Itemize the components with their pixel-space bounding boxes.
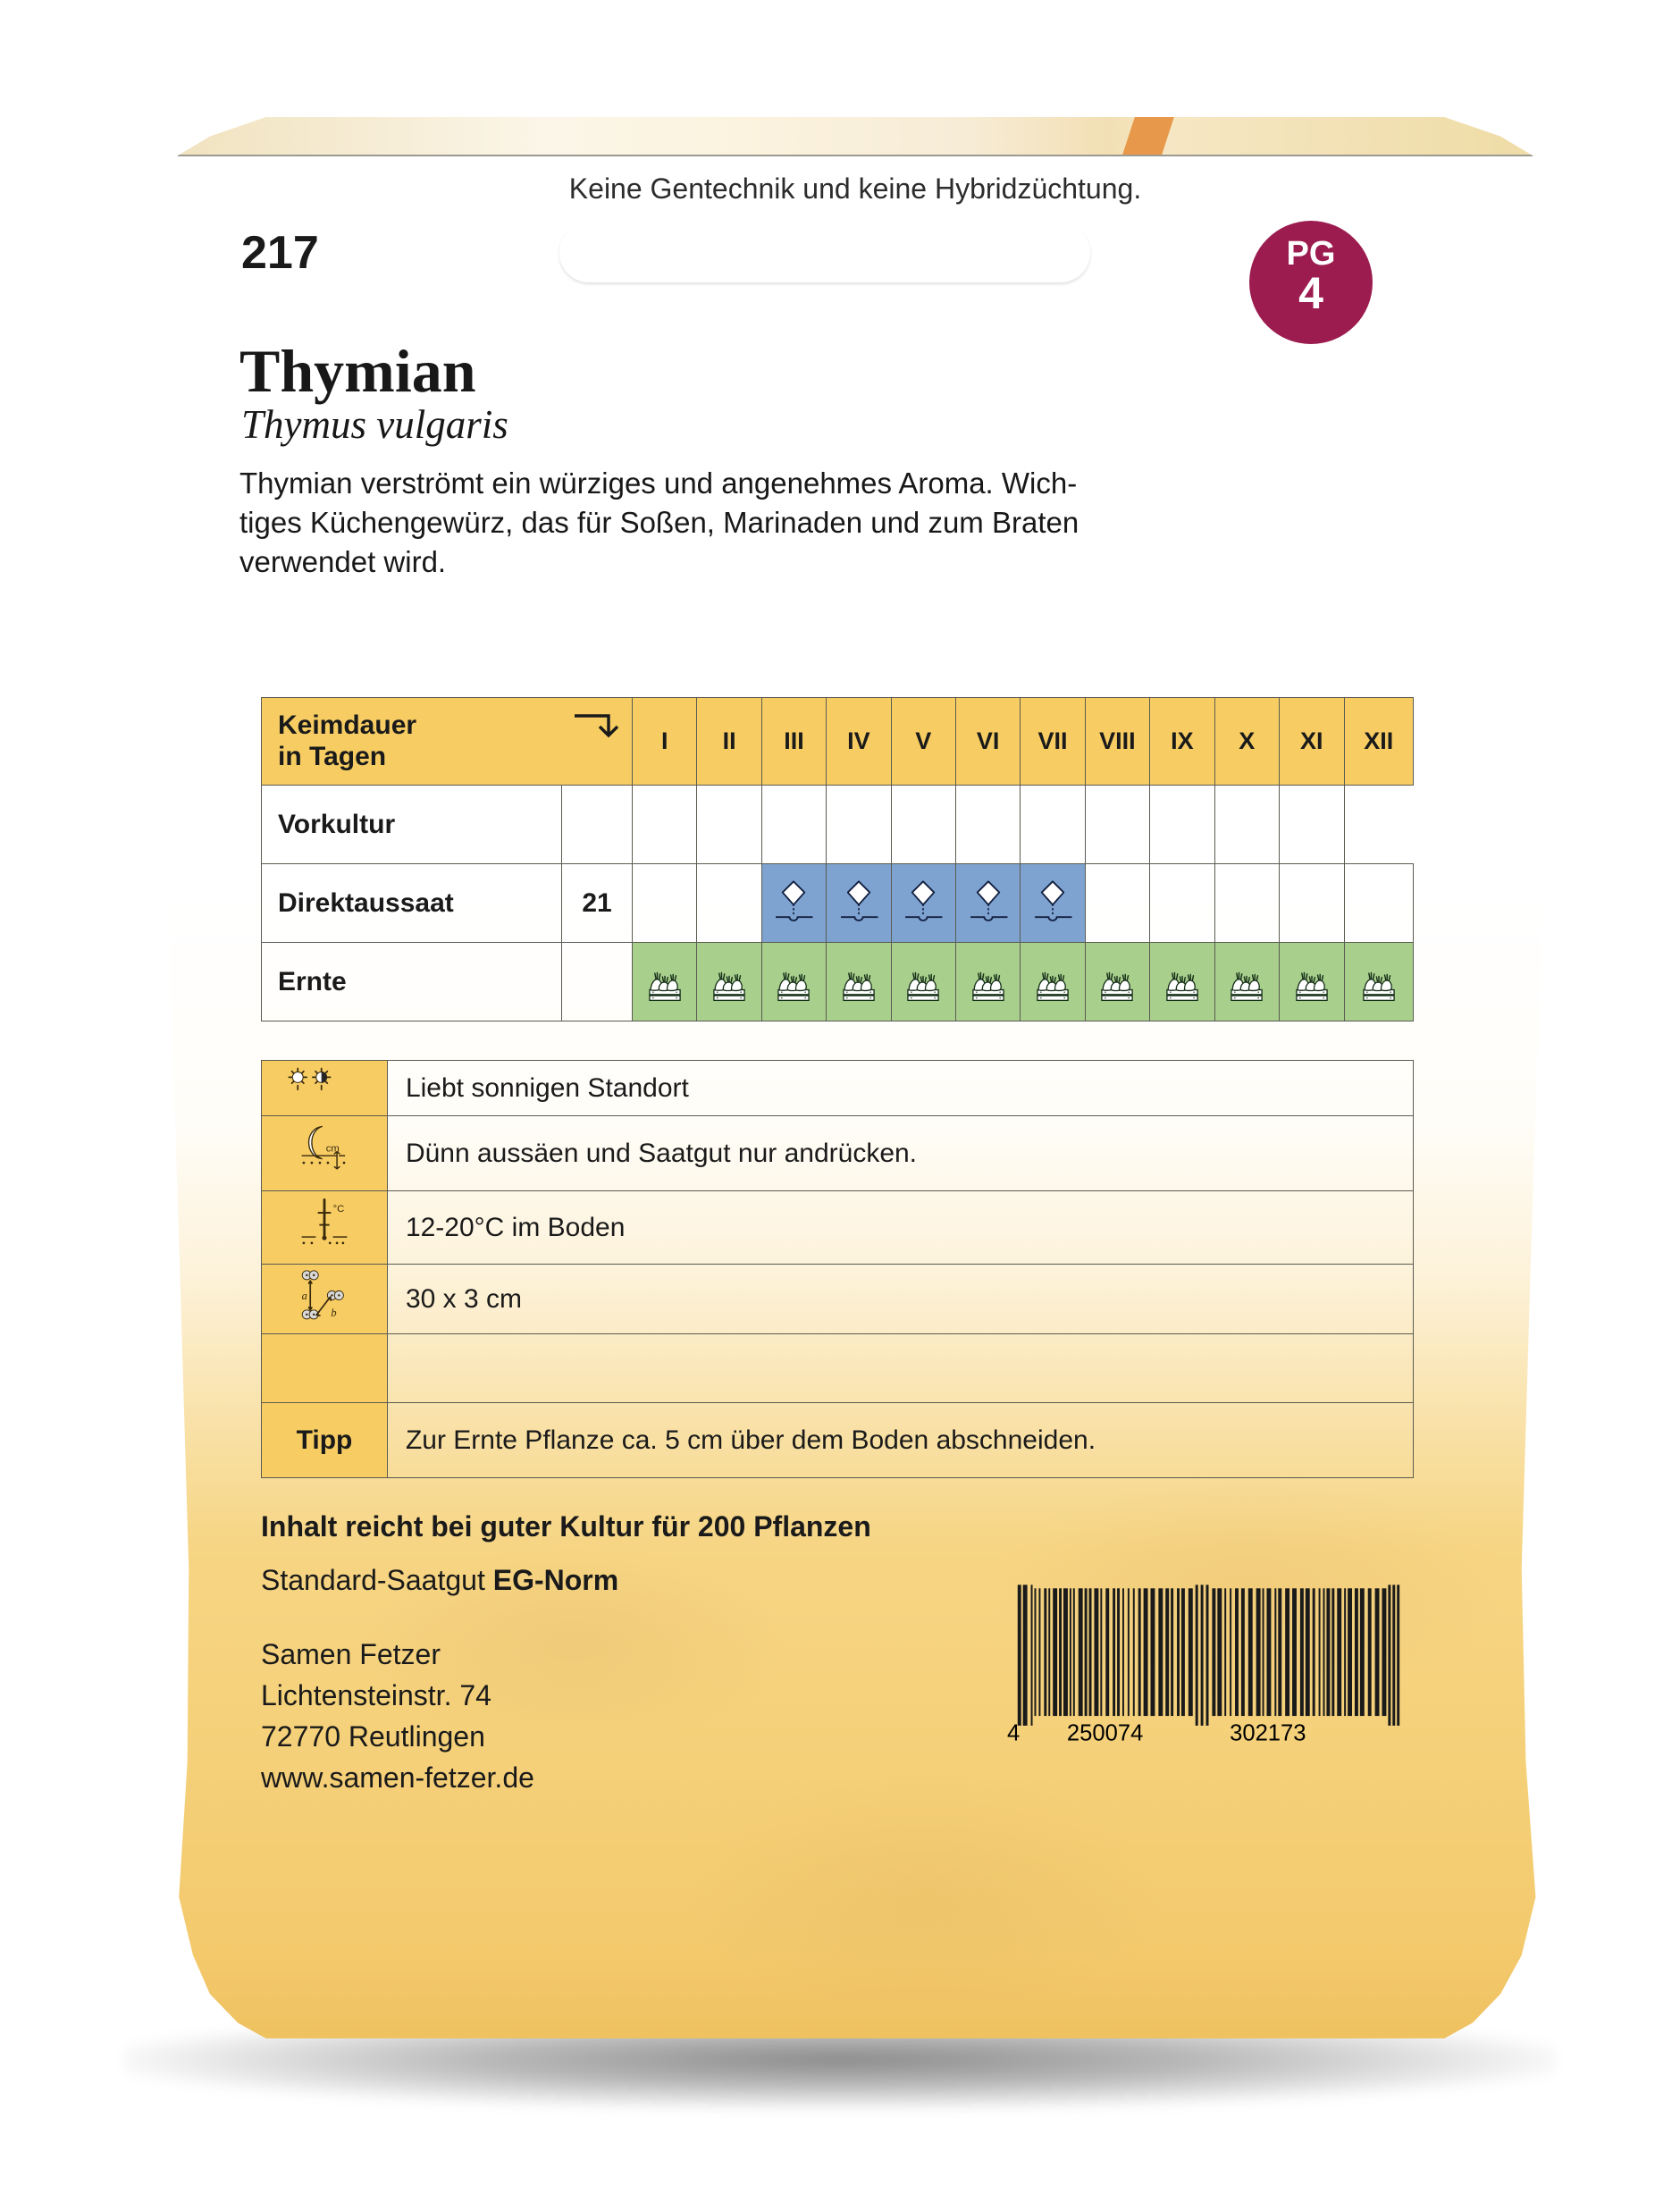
- svg-text:302173: 302173: [1230, 1721, 1306, 1746]
- svg-text:b: b: [331, 1307, 336, 1319]
- svg-text:°C: °C: [333, 1203, 345, 1214]
- svg-text:a: a: [302, 1289, 307, 1301]
- svg-text:250074: 250074: [1067, 1721, 1143, 1746]
